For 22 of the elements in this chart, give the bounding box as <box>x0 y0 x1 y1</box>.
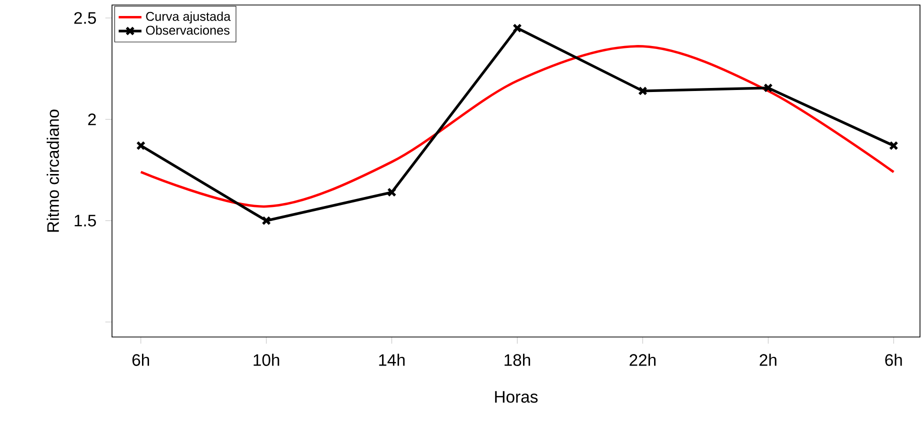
x-axis-title: Horas <box>495 391 538 403</box>
y-tick-label: 1.5 <box>74 214 96 226</box>
point <box>512 23 522 33</box>
x-tick-label: 22h <box>630 354 656 366</box>
y-axis-title: Ritmo circadiano <box>46 110 59 232</box>
x-tick-label: 14h <box>379 354 405 366</box>
line-series <box>140 45 895 208</box>
y-tick-label: 2.5 <box>74 12 96 24</box>
y-tick-label: 2 <box>88 114 96 126</box>
x-tick-label: 18h <box>504 354 530 366</box>
point <box>638 86 648 96</box>
point <box>262 216 271 226</box>
point <box>387 188 396 197</box>
x-tick-label: 6h <box>132 354 150 366</box>
x-tick-label: 6h <box>885 354 902 366</box>
x-tick-label: 10h <box>254 354 280 366</box>
point <box>889 141 898 150</box>
point <box>764 83 773 93</box>
legend-label: Curva ajustada <box>146 12 231 24</box>
legend-label: Observaciones <box>146 25 230 35</box>
x-tick-label: 2h <box>760 354 776 366</box>
point <box>136 141 146 150</box>
